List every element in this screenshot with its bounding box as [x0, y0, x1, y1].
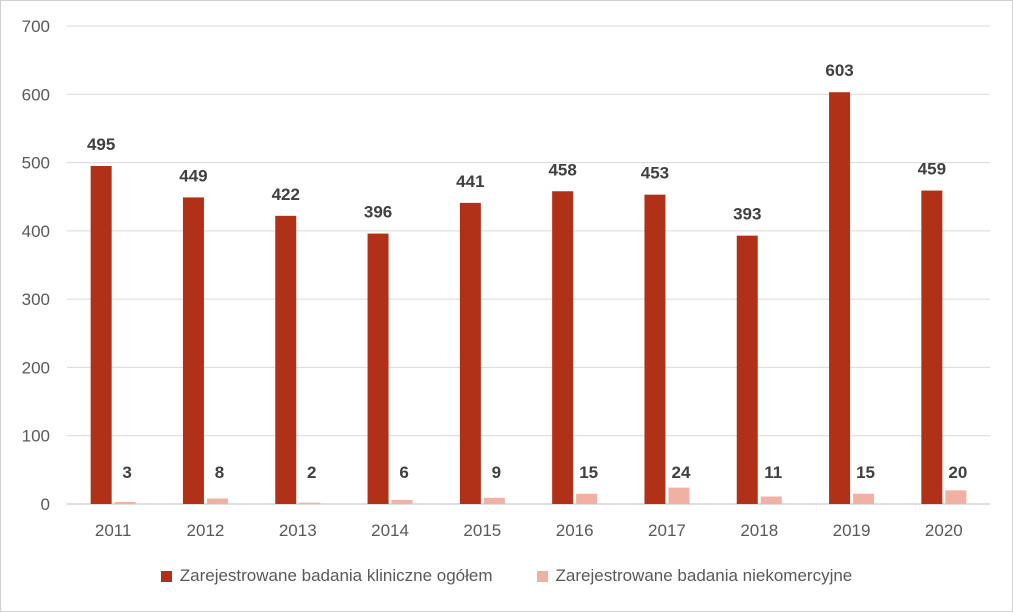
x-tick-label: 2016 [556, 521, 594, 540]
bar-noncommercial [299, 502, 321, 504]
x-tick-label: 2020 [925, 521, 963, 540]
bar-noncommercial [483, 497, 505, 504]
data-label-noncommercial: 9 [492, 463, 501, 482]
bar-noncommercial [206, 498, 228, 504]
legend-label-total: Zarejestrowane badania kliniczne ogółem [179, 566, 493, 585]
bar-total [182, 197, 204, 504]
bar-noncommercial [576, 493, 598, 504]
data-label-noncommercial: 11 [764, 463, 782, 482]
legend-item-noncommercial: Zarejestrowane badania niekomercyjne [536, 566, 853, 586]
data-label-noncommercial: 6 [399, 463, 408, 482]
data-label-total: 393 [733, 205, 761, 224]
data-label-total: 449 [179, 166, 207, 185]
data-label-total: 458 [548, 160, 576, 179]
data-label-total: 422 [272, 185, 300, 204]
data-label-noncommercial: 8 [215, 463, 224, 482]
x-tick-label: 2014 [371, 521, 409, 540]
data-label-total: 495 [87, 135, 115, 154]
data-label-total: 453 [641, 164, 669, 183]
bar-total [275, 215, 297, 504]
y-tick-label: 300 [22, 290, 50, 309]
bar-total [921, 190, 943, 504]
bar-total [552, 191, 574, 504]
x-tick-label: 2017 [648, 521, 686, 540]
data-label-noncommercial: 3 [122, 463, 131, 482]
x-tick-label: 2012 [187, 521, 225, 540]
legend-swatch-noncommercial [536, 570, 548, 582]
x-tick-label: 2015 [463, 521, 501, 540]
x-tick-label: 2019 [833, 521, 871, 540]
legend-item-total: Zarejestrowane badania kliniczne ogółem [160, 566, 493, 586]
y-tick-label: 600 [22, 85, 50, 104]
data-label-total: 396 [364, 203, 392, 222]
data-label-total: 603 [825, 61, 853, 80]
bar-noncommercial [391, 499, 413, 504]
bar-noncommercial [853, 493, 875, 504]
bar-total [90, 165, 112, 504]
data-label-noncommercial: 2 [307, 463, 316, 482]
data-label-total: 441 [456, 172, 484, 191]
y-tick-label: 200 [22, 358, 50, 377]
bar-total [367, 233, 389, 505]
legend-swatch-total [160, 570, 172, 582]
x-tick-label: 2018 [740, 521, 778, 540]
data-label-noncommercial: 20 [948, 463, 967, 482]
y-tick-label: 500 [22, 154, 50, 173]
bar-noncommercial [760, 496, 782, 504]
bar-noncommercial [945, 490, 967, 504]
legend: Zarejestrowane badania kliniczne ogółem … [0, 566, 1013, 586]
data-label-noncommercial: 24 [671, 463, 690, 482]
bar-total [829, 92, 851, 504]
y-tick-label: 700 [22, 17, 50, 36]
bar-total [736, 235, 758, 504]
y-tick-label: 100 [22, 427, 50, 446]
bar-noncommercial [114, 501, 136, 504]
y-tick-label: 400 [22, 222, 50, 241]
legend-label-noncommercial: Zarejestrowane badania niekomercyjne [555, 566, 853, 585]
bar-noncommercial [668, 487, 690, 504]
x-tick-label: 2011 [95, 521, 132, 540]
x-tick-label: 2013 [279, 521, 317, 540]
bar-total [644, 194, 666, 504]
data-label-noncommercial: 15 [579, 463, 598, 482]
y-tick-label: 0 [41, 495, 50, 514]
bar-total [459, 202, 481, 505]
data-label-noncommercial: 15 [856, 463, 875, 482]
data-label-total: 459 [918, 160, 946, 179]
